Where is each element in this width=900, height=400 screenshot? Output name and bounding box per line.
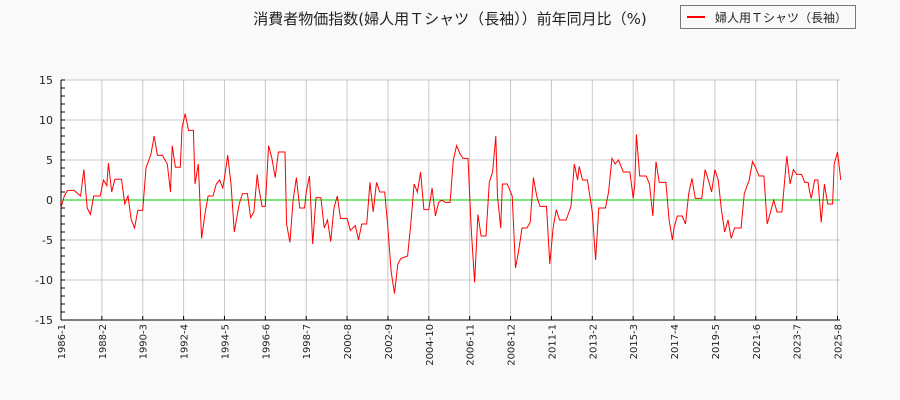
gridlines — [60, 79, 840, 321]
svg-text:0: 0 — [46, 194, 53, 207]
svg-text:2008-12: 2008-12 — [507, 324, 518, 366]
svg-text:2025-8: 2025-8 — [834, 324, 845, 359]
svg-text:1988-2: 1988-2 — [98, 324, 109, 359]
svg-text:2013-2: 2013-2 — [588, 324, 599, 359]
svg-text:15: 15 — [39, 74, 53, 87]
svg-text:-10: -10 — [35, 274, 53, 287]
svg-text:1992-4: 1992-4 — [180, 324, 191, 359]
legend-label: 婦人用Ｔシャツ（長袖） — [715, 10, 848, 25]
svg-text:10: 10 — [39, 114, 53, 127]
svg-text:-15: -15 — [35, 314, 53, 327]
svg-text:2021-6: 2021-6 — [752, 324, 763, 359]
svg-text:5: 5 — [46, 154, 53, 167]
svg-text:1998-7: 1998-7 — [302, 324, 313, 359]
svg-text:1994-5: 1994-5 — [220, 324, 231, 359]
svg-text:2015-3: 2015-3 — [629, 324, 640, 359]
svg-text:2023-7: 2023-7 — [793, 324, 804, 359]
legend: 婦人用Ｔシャツ（長袖） — [680, 5, 856, 29]
svg-text:2002-9: 2002-9 — [384, 324, 395, 359]
axes: -15 -10 -5 0 5 10 15 1986-1 1988-2 1990-3 1992-4 19… — [35, 74, 844, 366]
svg-text:2006-11: 2006-11 — [466, 324, 477, 366]
svg-text:2011-1: 2011-1 — [547, 324, 558, 359]
plot-area — [60, 113, 842, 294]
svg-text:2017-4: 2017-4 — [670, 324, 681, 359]
svg-text:2000-8: 2000-8 — [343, 324, 354, 359]
svg-text:-5: -5 — [42, 234, 53, 247]
chart-title: 消費者物価指数(婦人用Ｔシャツ（長袖））前年同月比（%) — [253, 10, 647, 28]
svg-text:1996-6: 1996-6 — [261, 324, 272, 359]
svg-text:1986-1: 1986-1 — [57, 324, 68, 359]
legend-swatch-red — [687, 16, 705, 18]
svg-text:1990-3: 1990-3 — [139, 324, 150, 359]
svg-text:2004-10: 2004-10 — [425, 324, 436, 366]
svg-text:2019-5: 2019-5 — [711, 324, 722, 359]
